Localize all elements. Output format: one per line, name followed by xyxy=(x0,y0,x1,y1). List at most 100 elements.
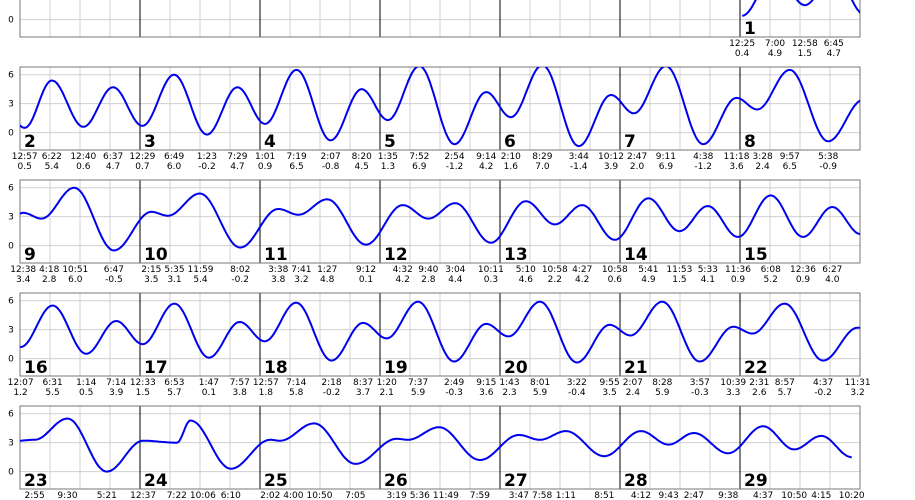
extreme-height-label: 2.4 xyxy=(626,388,641,398)
extreme-time-label: 7:59 xyxy=(470,491,490,500)
day-number: 6 xyxy=(504,132,516,152)
extreme-height-label: 3.1 xyxy=(167,275,181,285)
extreme-height-label: 4.2 xyxy=(479,162,493,172)
extreme-time-label: 2:15 xyxy=(141,265,161,275)
extreme-height-label: 2.2 xyxy=(548,275,562,285)
extreme-time-label: 10:58 xyxy=(602,265,628,275)
extreme-height-label: 4.7 xyxy=(106,162,120,172)
extreme-time-label: 9:43 xyxy=(658,491,678,500)
extreme-time-label: 4:12 xyxy=(631,491,651,500)
extreme-height-label: -0.2 xyxy=(814,388,832,398)
tide-curve xyxy=(20,300,860,364)
extreme-time-label: 6:53 xyxy=(164,378,184,388)
extreme-height-label: 2.0 xyxy=(630,162,645,172)
extreme-time-label: 7:22 xyxy=(167,491,187,500)
extreme-time-label: 2:55 xyxy=(24,491,44,500)
extreme-time-label: 8:29 xyxy=(532,152,552,162)
extreme-time-label: 6:49 xyxy=(164,152,184,162)
extreme-time-label: 12:33 xyxy=(130,378,156,388)
extreme-time-label: 12:37 xyxy=(130,491,156,500)
extreme-time-label: 4:00 xyxy=(283,491,303,500)
extreme-time-label: 1:01 xyxy=(255,152,275,162)
extreme-height-label: 3.5 xyxy=(144,275,158,285)
extreme-time-label: 6:31 xyxy=(42,378,62,388)
extreme-time-label: 10:11 xyxy=(478,265,504,275)
extreme-time-label: 7:19 xyxy=(286,152,306,162)
extreme-height-label: -0.8 xyxy=(322,162,340,172)
extreme-time-label: 4:37 xyxy=(753,491,773,500)
tide-curve xyxy=(741,0,860,17)
extreme-height-label: 4.9 xyxy=(641,275,656,285)
extreme-time-label: 4:37 xyxy=(813,378,833,388)
extreme-height-label: 4.6 xyxy=(519,275,534,285)
day-number: 28 xyxy=(624,471,648,491)
extreme-time-label: 6:47 xyxy=(104,265,124,275)
extreme-time-label: 2:07 xyxy=(320,152,340,162)
extreme-time-label: 3:38 xyxy=(268,265,288,275)
extreme-height-label: 1.5 xyxy=(798,49,812,59)
extreme-height-label: 3.8 xyxy=(271,275,286,285)
y-tick-label: 3 xyxy=(8,213,14,223)
extreme-height-label: 3.2 xyxy=(850,388,864,398)
y-tick-label: 3 xyxy=(8,439,14,449)
extreme-height-label: 3.5 xyxy=(602,388,616,398)
extreme-time-label: 12:57 xyxy=(253,378,279,388)
extreme-height-label: -0.3 xyxy=(691,388,709,398)
extreme-height-label: 6.5 xyxy=(783,162,797,172)
extreme-height-label: 0.5 xyxy=(79,388,93,398)
y-tick-label: 0 xyxy=(8,355,14,365)
extreme-height-label: 4.0 xyxy=(825,275,840,285)
extreme-time-label: 7:29 xyxy=(227,152,247,162)
day-number: 4 xyxy=(264,132,276,152)
extreme-time-label: 1:47 xyxy=(199,378,219,388)
extreme-time-label: 10:50 xyxy=(781,491,807,500)
tide-curve xyxy=(20,186,860,252)
y-tick-label: 6 xyxy=(8,297,14,307)
y-tick-label: 3 xyxy=(8,100,14,110)
day-number: 10 xyxy=(144,245,168,265)
extreme-time-label: 1:23 xyxy=(197,152,217,162)
extreme-height-label: 0.1 xyxy=(202,388,216,398)
extreme-height-label: 5.2 xyxy=(764,275,778,285)
y-tick-label: 3 xyxy=(8,326,14,336)
extreme-time-label: 2:02 xyxy=(260,491,280,500)
extreme-time-label: 6:27 xyxy=(822,265,842,275)
extreme-height-label: 6.9 xyxy=(659,162,674,172)
extreme-height-label: 2.1 xyxy=(380,388,394,398)
row-frame xyxy=(19,66,861,151)
extreme-height-label: 4.4 xyxy=(448,275,463,285)
extreme-height-label: 3.8 xyxy=(233,388,248,398)
extreme-time-label: 12:40 xyxy=(70,152,96,162)
extreme-height-label: 1.2 xyxy=(13,388,27,398)
extreme-height-label: -0.4 xyxy=(568,388,586,398)
day-number: 11 xyxy=(264,245,288,265)
extreme-height-label: 1.5 xyxy=(136,388,150,398)
y-tick-label: 6 xyxy=(8,71,14,81)
day-number: 18 xyxy=(264,358,288,378)
extreme-time-label: 12:36 xyxy=(790,265,816,275)
extreme-height-label: -1.2 xyxy=(446,162,464,172)
extreme-time-label: 2:54 xyxy=(444,152,464,162)
extreme-height-label: 5.5 xyxy=(45,388,59,398)
extreme-time-label: 10:50 xyxy=(307,491,333,500)
extreme-time-label: 8:28 xyxy=(652,378,672,388)
extreme-time-label: 2:10 xyxy=(501,152,521,162)
extreme-time-label: 8:57 xyxy=(775,378,795,388)
extreme-time-label: 7:58 xyxy=(532,491,552,500)
extreme-time-label: 2:47 xyxy=(627,152,647,162)
extreme-time-label: 11:31 xyxy=(845,378,871,388)
extreme-height-label: 5.9 xyxy=(655,388,670,398)
day-number: 27 xyxy=(504,471,528,491)
day-number: 17 xyxy=(144,358,168,378)
extreme-height-label: 4.1 xyxy=(701,275,715,285)
extreme-height-label: 0.6 xyxy=(76,162,91,172)
extreme-time-label: 12:57 xyxy=(12,152,38,162)
extreme-height-label: 0.7 xyxy=(135,162,149,172)
extreme-time-label: 7:41 xyxy=(291,265,311,275)
extreme-height-label: 6.9 xyxy=(412,162,427,172)
extreme-time-label: 8:37 xyxy=(353,378,373,388)
extreme-time-label: 7:14 xyxy=(106,378,126,388)
extreme-height-label: 5.9 xyxy=(533,388,548,398)
